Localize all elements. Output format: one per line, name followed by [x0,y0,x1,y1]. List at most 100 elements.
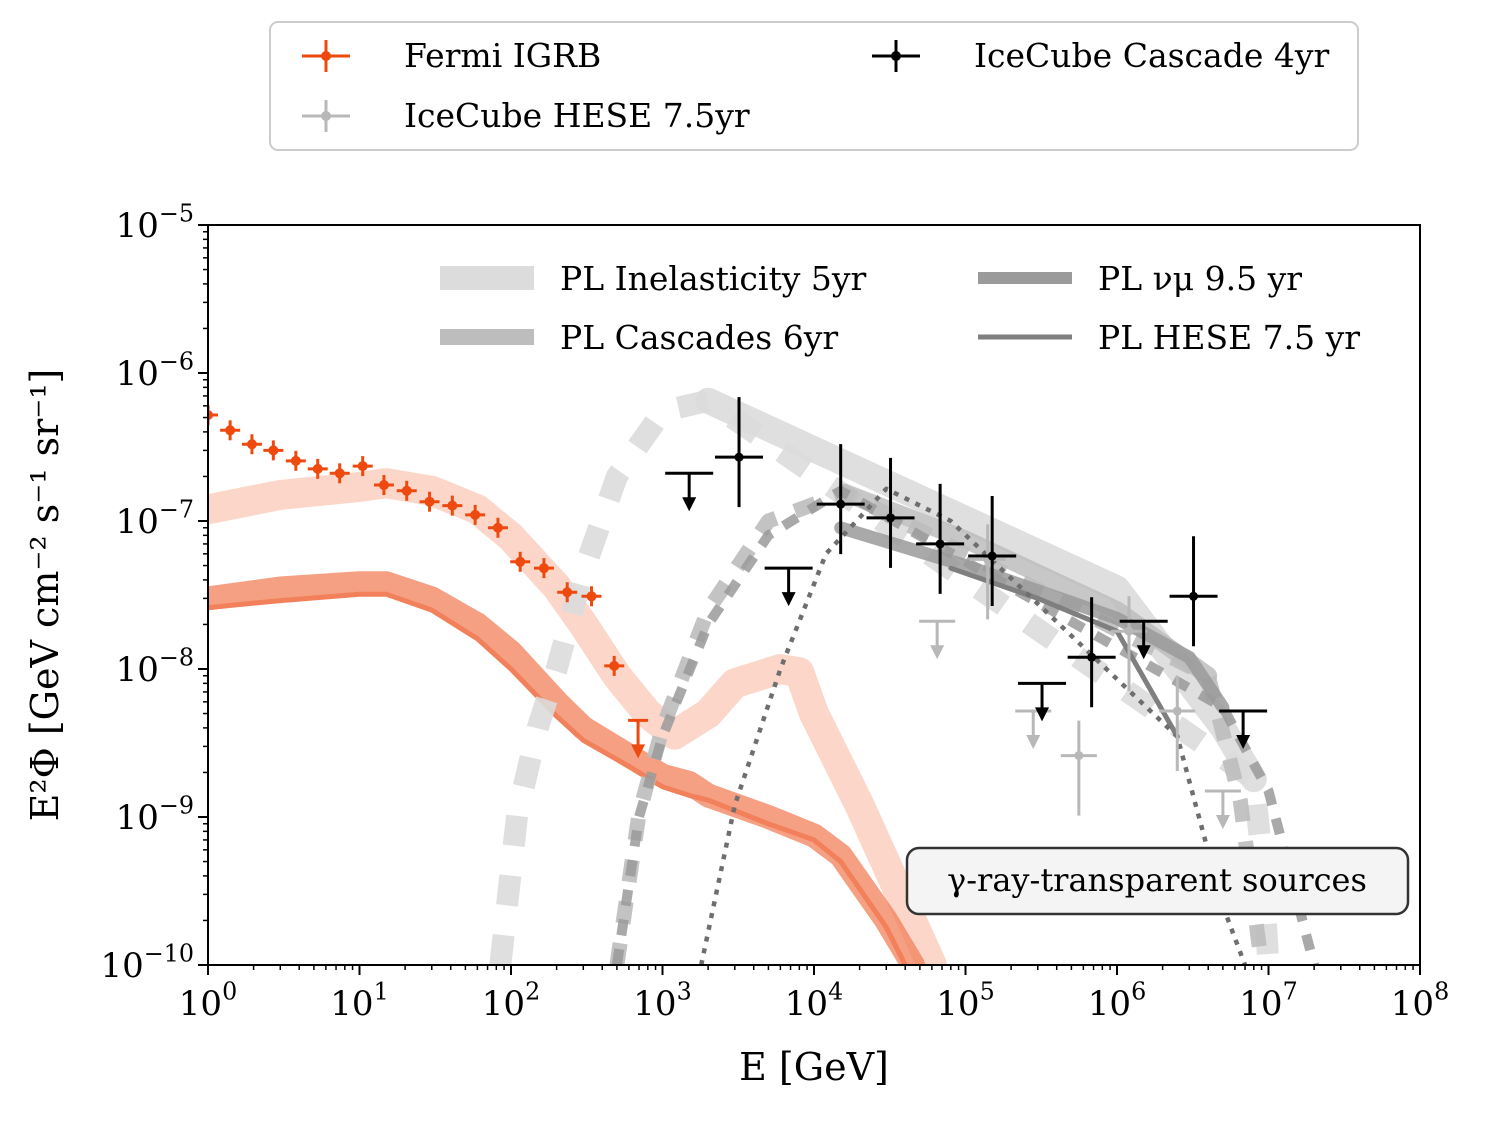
fermi-igrb-point [510,551,531,572]
icecube-hese-marker [1124,626,1134,636]
icecube-cascade-limit-arrow [1236,735,1251,750]
legend-label: IceCube HESE 7.5yr [404,96,750,135]
plot-points [208,397,1268,829]
icecube-hese-point [1060,720,1097,816]
fermi-igrb-marker [246,439,257,450]
fermi-igrb-point [442,495,463,516]
fermi-igrb-point [285,450,306,471]
x-tick-label: 100 [179,978,237,1024]
y-tick-label: 10−7 [116,496,194,542]
icecube-cascade-point [1067,597,1116,708]
icecube-cascade-point [1219,709,1268,750]
y-tick-label: 10−6 [116,348,194,394]
icecube-hese-limit-arrow [1215,814,1230,829]
fermi-igrb-point [329,463,350,484]
outer-legend: Fermi IGRB IceCube Cascade 4yr IceCube HES… [269,21,1359,151]
icecube-hese-point [1159,676,1196,772]
y-tick-label: 10−9 [116,792,194,838]
fermi-igrb-marker [424,496,435,507]
fermi-igrb-marker [447,500,458,511]
icecube-cascade-limit-arrow [682,497,697,512]
icecube-hese-point [1110,596,1147,692]
icecube-cascade-point [866,457,915,568]
fermi-igrb-point [557,582,578,603]
pl-hese-line [948,565,1180,739]
gamma-cascade-dark-band [208,571,925,965]
icecube-cascade-point [715,397,764,508]
fermi-igrb-marker [562,587,573,598]
x-tick-label: 108 [1391,978,1449,1024]
x-tick-label: 102 [482,978,540,1024]
fermi-igrb-point [628,718,649,759]
outer-legend-frame [269,21,1359,151]
fermi-igrb-point [220,420,241,441]
fermi-igrb-marker [312,463,323,474]
x-axis-title: E [GeV] [739,1045,889,1089]
x-tick-label: 101 [330,978,388,1024]
icecube-cascade-point [816,444,865,555]
fermi-igrb-marker [401,485,412,496]
inner-legend-entry-pl-9-5-yr: PL νμ 9.5 yr [978,259,1302,298]
icecube-hese-point [919,619,956,660]
y-axis-title: E²Φ [GeV cm⁻² s⁻¹ sr⁻¹] [23,369,67,822]
icecube-cascade-point [1018,681,1067,722]
y-tick-label: 10−5 [116,200,194,246]
icecube-cascade-marker [734,452,744,462]
fermi-igrb-point [419,491,440,512]
icecube-cascade-point [916,483,965,594]
legend-label: PL Inelasticity 5yr [560,259,866,298]
fermi-igrb-point [241,434,262,455]
legend-marker-dot [321,51,331,61]
fermi-igrb-point [396,480,417,501]
fermi-igrb-marker [290,455,301,466]
fermi-igrb-marker [470,509,481,520]
outer-legend-entry-icecube-hese-7-5yr: IceCube HESE 7.5yr [302,96,750,135]
inner-legend: PL Inelasticity 5yr PL νμ 9.5 yr PL Cascad… [440,259,1360,357]
fermi-igrb-marker [268,445,279,456]
fermi-igrb-marker [208,410,213,421]
legend-marker-dot [891,51,901,61]
gamma-cascade-dark-line [208,591,908,965]
icecube-cascade-point [968,496,1017,607]
inner-legend-entry-pl-hese-7-5-yr: PL HESE 7.5 yr [978,318,1360,357]
icecube-cascade-marker [1189,591,1199,601]
icecube-cascade-marker [987,551,997,561]
legend-label: PL νμ 9.5 yr [1098,259,1302,298]
fermi-igrb-marker [538,563,549,574]
legend-label: PL HESE 7.5 yr [1098,318,1360,357]
icecube-cascade-point [764,566,813,607]
legend-marker-dot [321,111,331,121]
fermi-igrb-marker [334,468,345,479]
icecube-cascade-limit-arrow [781,592,796,607]
fermi-igrb-marker [492,522,503,533]
fermi-igrb-marker [225,425,236,436]
legend-label: Fermi IGRB [404,36,601,75]
fermi-igrb-marker [378,480,389,491]
annotation-frame [905,846,1410,916]
icecube-hese-marker [1172,706,1182,716]
icecube-cascade-point [1119,619,1168,660]
inner-legend-entry-pl-inelasticity-5yr: PL Inelasticity 5yr [440,259,866,298]
fermi-igrb-point [208,405,218,426]
fermi-igrb-point [307,458,328,479]
outer-legend-entry-icecube-cascade-4yr: IceCube Cascade 4yr [872,36,1329,75]
x-tick-label: 104 [785,978,843,1024]
icecube-hese-point [1204,789,1241,829]
x-tick-label: 107 [1239,978,1297,1024]
fermi-igrb-point [487,517,508,538]
fermi-igrb-point [352,456,373,477]
icecube-cascade-marker [886,513,896,523]
icecube-cascade-limit-arrow [1136,645,1151,660]
x-tick-label: 105 [936,978,994,1024]
fermi-igrb-point [604,655,625,676]
icecube-cascade-limit-arrow [1035,707,1050,722]
fermi-igrb-marker [586,591,597,602]
icecube-hese-limit-arrow [930,645,945,660]
fermi-igrb-point [465,504,486,525]
annotation-box: γ-ray-transparent sources [905,846,1410,916]
fermi-igrb-marker [609,660,620,671]
y-tick-label: 10−10 [101,940,195,986]
inner-legend-entry-pl-cascades-6yr: PL Cascades 6yr [440,318,838,357]
fermi-igrb-point [533,558,554,579]
